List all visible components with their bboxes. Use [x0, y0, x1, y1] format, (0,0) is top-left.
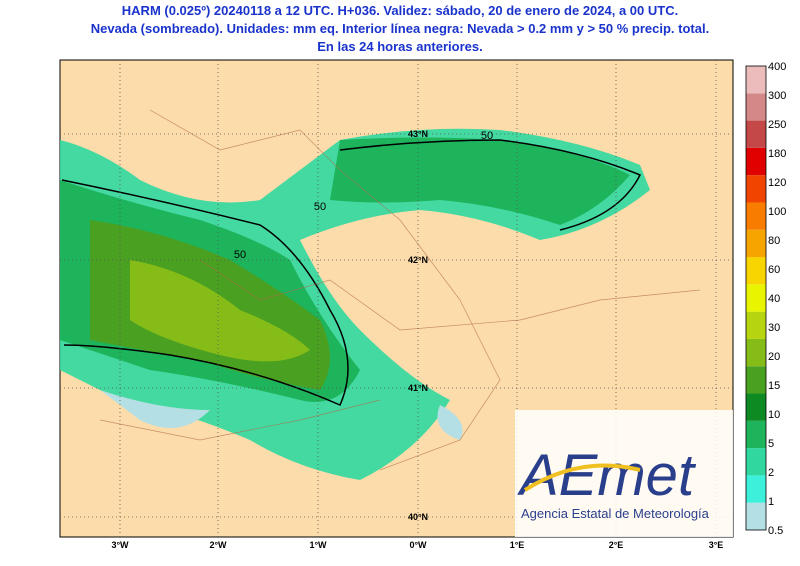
colorbar-label: 30: [768, 322, 780, 334]
colorbar-label: 40: [768, 293, 780, 305]
colorbar-swatch: [746, 393, 766, 421]
contour-label: 50: [234, 249, 246, 261]
colorbar-label: 5: [768, 438, 774, 450]
colorbar-swatch: [746, 475, 766, 503]
colorbar-label: 300: [768, 90, 786, 102]
logo-name: Agencia Estatal de Meteorología: [521, 506, 710, 521]
lon-label: 2°W: [209, 540, 227, 550]
lat-label: 40°N: [408, 512, 428, 522]
lon-label: 1°W: [309, 540, 327, 550]
colorbar-swatch: [746, 420, 766, 449]
colorbar-label: 20: [768, 351, 780, 363]
lon-label: 3°W: [111, 540, 129, 550]
colorbar-swatch: [746, 284, 766, 312]
colorbar-swatch: [746, 93, 766, 121]
colorbar-label: 2: [768, 467, 774, 479]
colorbar-swatch: [746, 175, 766, 203]
title-line: En las 24 horas anteriores.: [317, 39, 483, 54]
contour-label: 50: [481, 130, 493, 142]
logo-panel: [515, 410, 733, 537]
lat-label: 43°N: [408, 129, 428, 139]
logo-swoosh: [523, 463, 641, 492]
colorbar-label: 100: [768, 206, 786, 218]
lon-label: 1°E: [510, 540, 525, 550]
lat-label: 41°N: [408, 383, 428, 393]
colorbar-label: 400: [768, 61, 786, 73]
colorbar-label: 10: [768, 409, 780, 421]
title-line: HARM (0.025º) 20240118 a 12 UTC. H+036. …: [121, 3, 679, 18]
colorbar-label: 120: [768, 177, 786, 189]
colorbar-label: 0.5: [768, 525, 783, 537]
colorbar-swatch: [746, 120, 766, 148]
title-line: Nevada (sombreado). Unidades: mm eq. Int…: [90, 21, 710, 36]
colorbar-swatch: [746, 66, 766, 94]
logo-brand: AEmet: [517, 443, 697, 508]
contour-label: 50: [314, 201, 326, 213]
lon-label: 2°E: [609, 540, 624, 550]
lon-label: 3°E: [709, 540, 724, 550]
colorbar-label: 250: [768, 119, 786, 131]
colorbar-swatch: [746, 202, 766, 230]
colorbar-label: 15: [768, 380, 780, 392]
colorbar-label: 180: [768, 148, 786, 160]
colorbar-swatch: [746, 147, 766, 176]
colorbar-swatch: [746, 229, 766, 258]
colorbar-swatch: [746, 502, 766, 530]
colorbar-swatch: [746, 338, 766, 367]
lat-label: 42°N: [408, 255, 428, 265]
colorbar-label: 60: [768, 264, 780, 276]
colorbar-swatch: [746, 257, 766, 285]
colorbar-label: 1: [768, 496, 774, 508]
colorbar-swatch: [746, 448, 766, 476]
snow-field: [60, 128, 650, 480]
lon-label: 0°W: [409, 540, 427, 550]
colorbar-swatch: [746, 366, 766, 394]
colorbar-frame: [745, 65, 767, 531]
colorbar-swatch: [746, 311, 766, 339]
colorbar-label: 80: [768, 235, 780, 247]
borders: [99, 109, 701, 471]
